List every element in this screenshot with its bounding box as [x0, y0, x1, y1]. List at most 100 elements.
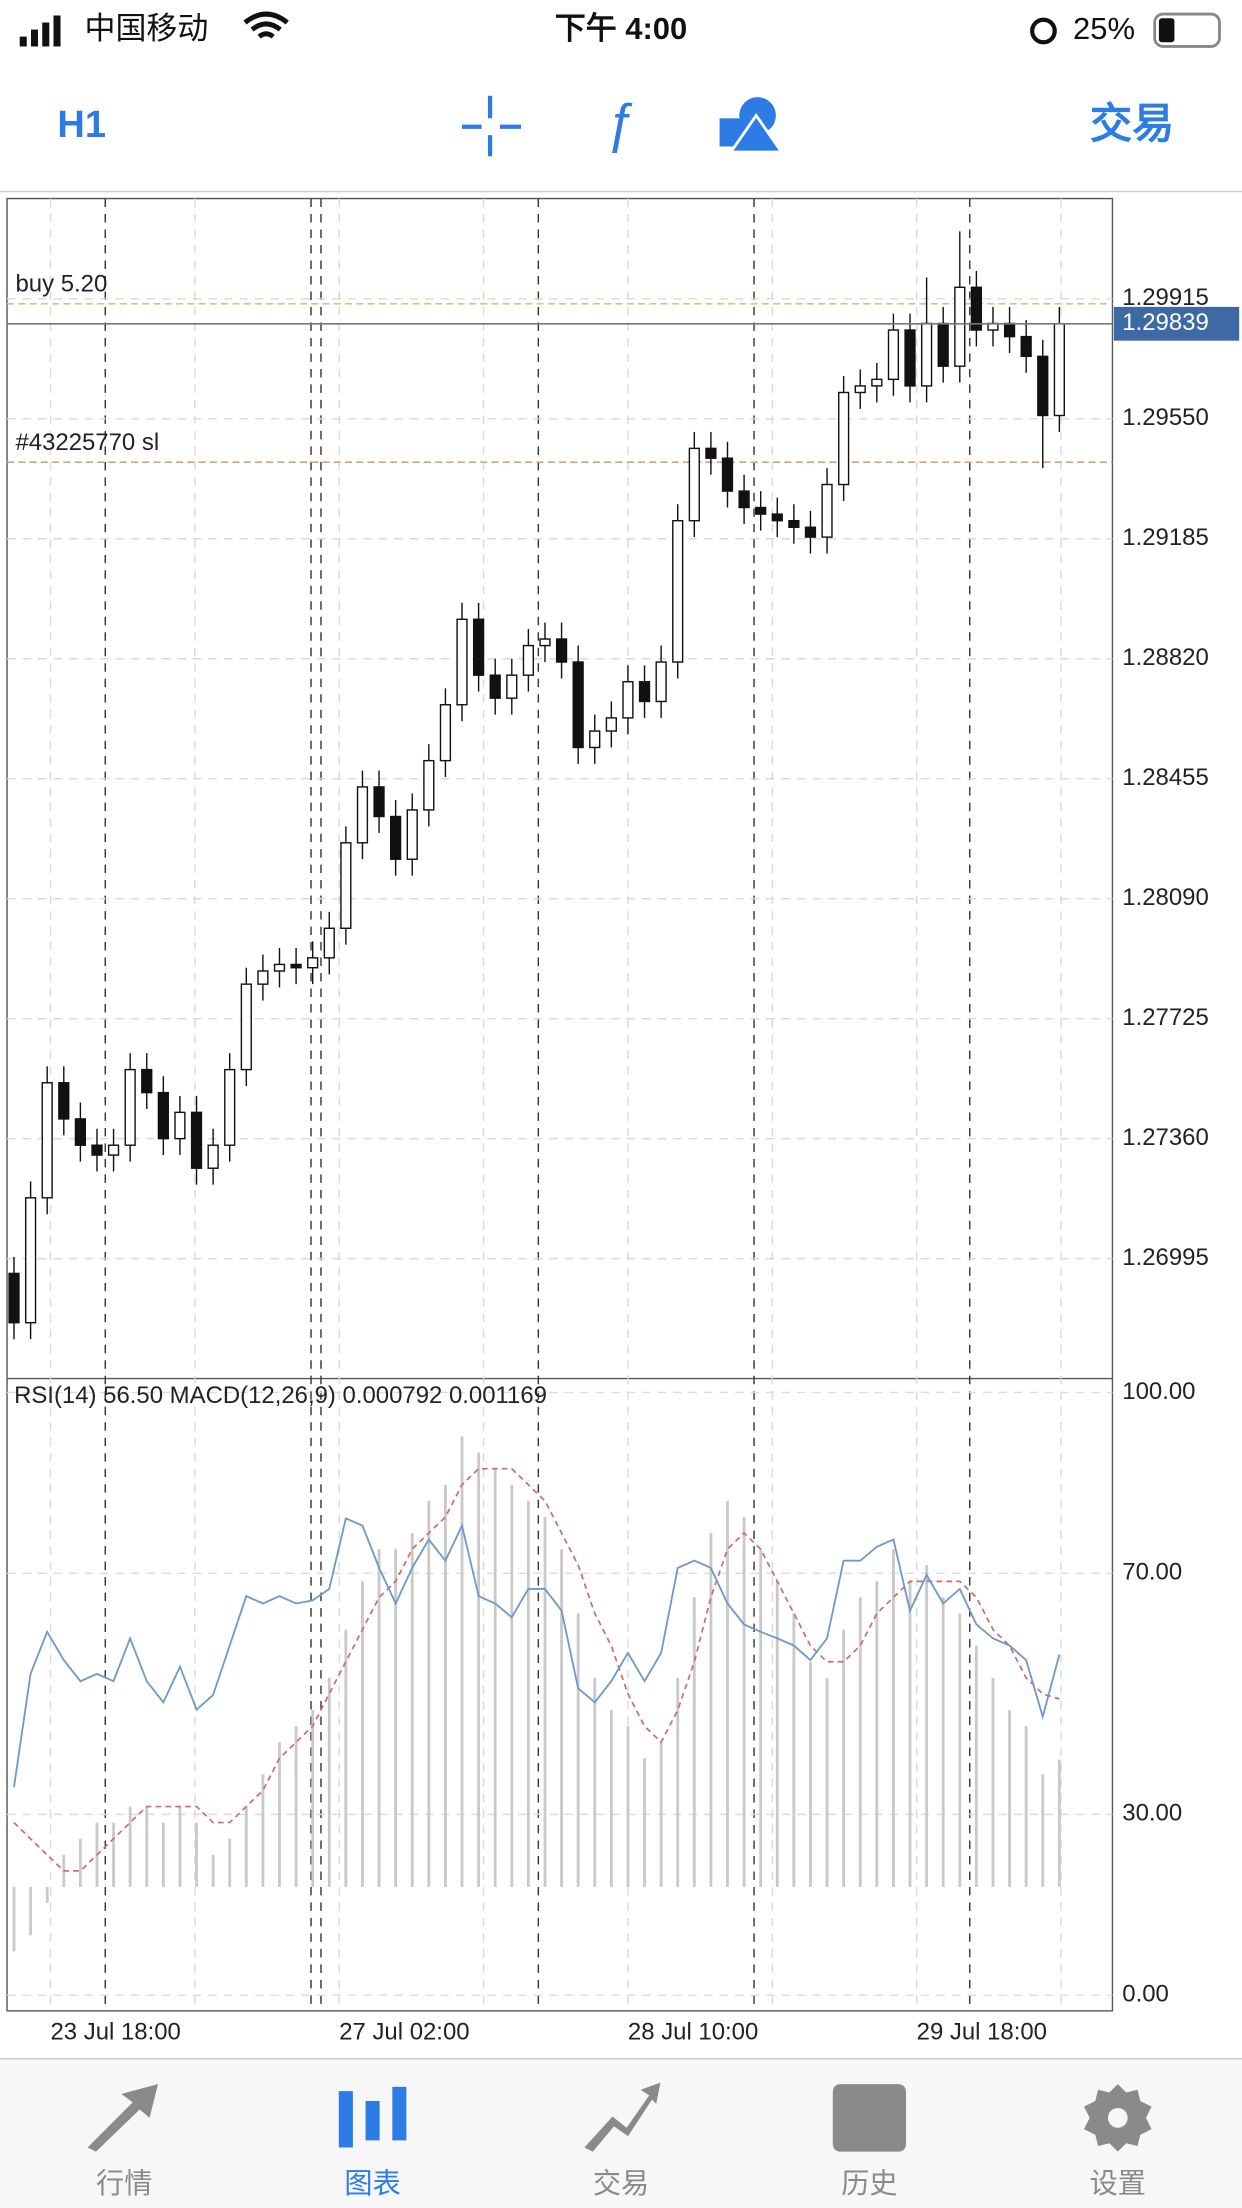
candle-body — [887, 329, 900, 381]
macd-bar — [1008, 1710, 1011, 1887]
candle-body — [157, 1091, 169, 1140]
tab[interactable]: 设置 — [1084, 2084, 1152, 2199]
candle-body — [821, 483, 833, 538]
candle-body — [373, 786, 385, 818]
macd-bar — [1041, 1774, 1045, 1887]
macd-bar — [958, 1613, 962, 1887]
candle-body — [224, 1068, 236, 1146]
macd-signal-line — [13, 1467, 1060, 1872]
tab-bar: 行情 图表 交易 历史 设置 — [0, 2058, 1242, 2208]
candle-body — [854, 385, 866, 394]
macd-bar — [228, 1838, 232, 1887]
tab[interactable]: 行情 — [87, 2084, 158, 2199]
y-tick-label: 1.28455 — [1122, 764, 1208, 791]
candle-body — [406, 809, 418, 860]
objects-button[interactable] — [719, 97, 785, 154]
candle-body — [1003, 322, 1016, 338]
macd-bar — [427, 1500, 431, 1887]
candle-body — [1037, 355, 1049, 417]
macd-value: 0.000792 — [343, 1382, 443, 1409]
alarm-icon — [1030, 17, 1057, 45]
trade-button[interactable]: 交易 — [1090, 100, 1174, 147]
macd-bar — [560, 1549, 563, 1887]
macd-bar — [676, 1677, 680, 1887]
macd-bar — [361, 1581, 364, 1887]
macd-bar — [892, 1549, 895, 1887]
order-label: #43225770 sl — [15, 429, 159, 456]
tab-label: 历史 — [841, 2168, 897, 2199]
macd-bar — [643, 1758, 646, 1887]
status-bar: 中国移动 下午 4:00 25% — [19, 11, 1221, 48]
candle-body — [124, 1068, 136, 1146]
signal-icon — [30, 29, 39, 47]
y-tick-label: 1.28820 — [1122, 644, 1208, 671]
macd-bar — [161, 1822, 165, 1887]
rsi-name: RSI(14) — [14, 1382, 96, 1409]
macd-bar — [460, 1436, 464, 1887]
macd-bar — [925, 1565, 929, 1887]
candle-body — [589, 730, 601, 749]
tab-icon — [584, 2082, 661, 2152]
candle-body — [688, 447, 700, 522]
crosshair-button[interactable] — [461, 95, 522, 157]
candle-body — [257, 970, 269, 985]
macd-bar — [311, 1710, 315, 1887]
macd-bar — [128, 1806, 132, 1887]
candle-body — [788, 519, 800, 528]
tab-icon-hole — [1107, 2108, 1128, 2128]
y-tick-label: 1.26995 — [1122, 1244, 1208, 1271]
macd-bar — [78, 1838, 82, 1887]
candle-body — [721, 457, 734, 492]
candle-body — [340, 842, 352, 929]
candle-body — [738, 490, 750, 509]
signal-icon — [42, 22, 50, 47]
macd-bar — [726, 1500, 729, 1887]
macd-bar — [145, 1806, 149, 1887]
candle-body — [522, 644, 535, 676]
macd-bar — [12, 1886, 16, 1952]
macd-bar — [842, 1629, 846, 1887]
timeframe-button[interactable]: H1 — [57, 104, 106, 146]
macd-bar — [1024, 1726, 1028, 1887]
macd-bar — [692, 1597, 696, 1887]
tab[interactable]: 交易 — [584, 2082, 661, 2199]
tab[interactable]: 图表 — [338, 2086, 407, 2199]
tab[interactable]: 历史 — [832, 2084, 907, 2199]
macd-bar — [410, 1533, 414, 1887]
tab-label: 设置 — [1090, 2168, 1146, 2199]
macd-bar — [112, 1822, 115, 1887]
macd-bar — [576, 1613, 580, 1887]
y-tick-label: 1.27725 — [1122, 1004, 1208, 1031]
macd-bar — [493, 1468, 497, 1887]
macd-bar — [875, 1581, 879, 1887]
candle-body — [755, 506, 767, 515]
chart-area: 23 Jul 18:00 27 Jul 02:00 28 Jul 10:00 29 J… — [6, 197, 1240, 2046]
macd-bar — [609, 1710, 613, 1887]
macd-bar — [974, 1645, 978, 1887]
y-tick-label: 100.00 — [1122, 1378, 1195, 1405]
x-tick-label: 29 Jul 18:00 — [917, 2019, 1047, 2046]
signal-value: 0.001169 — [449, 1382, 547, 1409]
macd-bar — [29, 1886, 33, 1936]
tab-label: 交易 — [593, 2168, 649, 2199]
macd-bar — [742, 1516, 746, 1887]
indicators-button[interactable]: ƒ — [605, 94, 635, 154]
macd-bar — [593, 1677, 597, 1887]
x-tick-label: 27 Jul 02:00 — [339, 2019, 469, 2046]
chart-frame — [6, 197, 1114, 2012]
tab-icon — [832, 2084, 907, 2152]
macd-bar — [526, 1500, 530, 1887]
candle-body — [273, 963, 286, 972]
candle-body — [937, 322, 949, 367]
candle-body — [838, 391, 850, 486]
candle-body — [804, 526, 817, 538]
macd-bar — [825, 1677, 829, 1887]
tab-bar-bg — [0, 2058, 1242, 2208]
candle-body — [970, 286, 983, 331]
macd-bar — [261, 1774, 265, 1887]
carrier: 中国移动 — [84, 11, 208, 46]
macd-name: MACD(12,26,9) — [170, 1382, 336, 1409]
candle-body — [207, 1144, 219, 1169]
candle-body — [655, 661, 667, 703]
